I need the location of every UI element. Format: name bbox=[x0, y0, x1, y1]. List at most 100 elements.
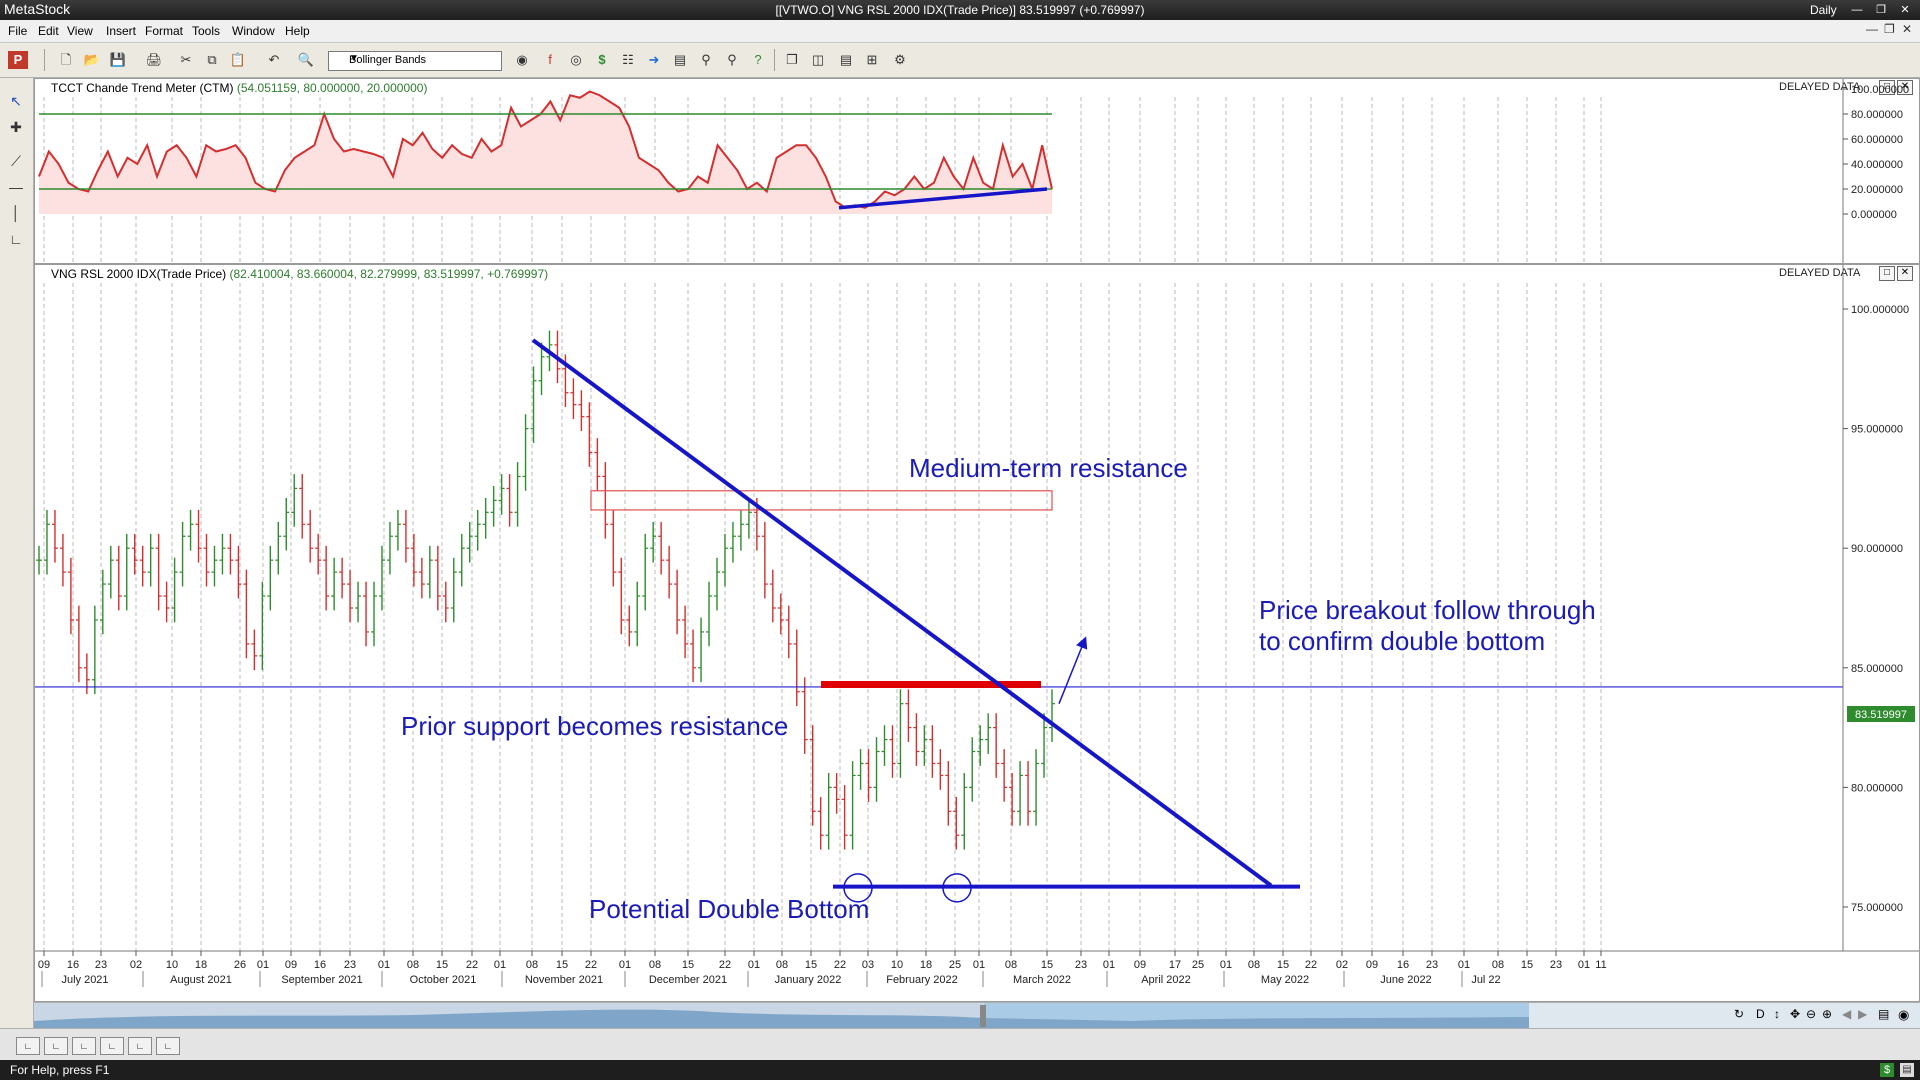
mdi-restore-icon[interactable]: ❐ bbox=[1884, 22, 1895, 36]
scroll-right-icon[interactable]: ▶ bbox=[1858, 1007, 1868, 1021]
date-tick-label: 09 bbox=[38, 959, 50, 971]
date-tick-label: 10 bbox=[166, 959, 178, 971]
double-bottom-label: Potential Double Bottom bbox=[589, 894, 870, 924]
menu-format[interactable]: Format bbox=[145, 24, 184, 38]
date-tick-label: 15 bbox=[1521, 959, 1533, 971]
copy-icon[interactable]: ⧉ bbox=[207, 52, 217, 67]
indicator-pane: TCCT Chande Trend Meter (CTM) (54.051159… bbox=[34, 78, 1920, 264]
date-tick-label: 08 bbox=[1492, 959, 1504, 971]
delayed-data-label: DELAYED DATA bbox=[1779, 81, 1861, 93]
tile-vertical-icon[interactable]: ◫ bbox=[811, 52, 825, 67]
zoom-icon[interactable]: 🔍 bbox=[297, 52, 315, 67]
menu-edit[interactable]: Edit bbox=[38, 24, 59, 38]
dollar-icon[interactable]: $ bbox=[598, 52, 606, 67]
power-console-icon[interactable]: P bbox=[8, 51, 28, 69]
month-label: July 2021 bbox=[61, 974, 108, 986]
chart-icon[interactable]: ▤ bbox=[673, 52, 687, 67]
chart-tab-5[interactable]: ∟ bbox=[128, 1037, 152, 1055]
pane-close-icon[interactable]: ✕ bbox=[1897, 266, 1913, 281]
pane-maximize-icon[interactable]: □ bbox=[1879, 80, 1895, 95]
explorer-icon[interactable]: ◉ bbox=[516, 52, 528, 67]
date-tick-label: 09 bbox=[285, 959, 297, 971]
dollar-icon[interactable]: $ bbox=[1880, 1063, 1894, 1077]
save-icon[interactable]: 💾 bbox=[109, 52, 127, 67]
paste-icon[interactable]: 📋 bbox=[229, 52, 247, 67]
tile-horizontal-icon[interactable]: ▤ bbox=[839, 52, 853, 67]
menu-insert[interactable]: Insert bbox=[106, 24, 137, 38]
zoom-in-icon[interactable]: ⊕ bbox=[1822, 1007, 1833, 1021]
indicator-name: TCCT Chande Trend Meter (CTM) bbox=[51, 81, 234, 95]
color-palette-icon[interactable]: ◉ bbox=[1898, 1007, 1910, 1022]
system-tester-icon[interactable]: ☷ bbox=[622, 52, 634, 67]
search-icon[interactable]: ⚲ bbox=[727, 52, 737, 67]
pointer-icon[interactable]: ↖ bbox=[10, 93, 22, 109]
scroll-vertical-icon[interactable]: ↕ bbox=[1774, 1007, 1780, 1021]
indicator-icon[interactable]: ▤ bbox=[1900, 1063, 1914, 1077]
formula-icon[interactable]: f bbox=[548, 52, 552, 67]
help-query-icon[interactable]: ? bbox=[754, 52, 762, 67]
scroll-left-icon[interactable]: ◀ bbox=[1842, 1007, 1852, 1021]
pane-maximize-icon[interactable]: □ bbox=[1879, 266, 1895, 281]
document-title: [[VTWO.O] VNG RSL 2000 IDX(Trade Price)]… bbox=[775, 3, 1145, 17]
minimize-icon[interactable]: — bbox=[1851, 4, 1863, 16]
mdi-close-icon[interactable]: ✕ bbox=[1902, 22, 1913, 36]
month-label: Jul 22 bbox=[1471, 974, 1500, 986]
date-tick-label: 10 bbox=[891, 959, 903, 971]
axis-tick-label: 75.000000 bbox=[1851, 902, 1903, 914]
axis-tick-label: 0.000000 bbox=[1851, 209, 1897, 221]
axis-tick-label: 90.000000 bbox=[1851, 543, 1903, 555]
date-tick-label: 01 bbox=[619, 959, 631, 971]
chart-tab-1[interactable]: ∟ bbox=[16, 1037, 40, 1055]
axis-tick-label: 20.000000 bbox=[1851, 184, 1903, 196]
speed-lines-icon[interactable]: ∟ bbox=[9, 231, 23, 247]
cut-icon[interactable]: ✂ bbox=[180, 52, 192, 67]
trendline-icon[interactable]: ⟋ bbox=[11, 153, 21, 169]
chart-tab-4[interactable]: ∟ bbox=[100, 1037, 124, 1055]
horizontal-line-icon[interactable]: — bbox=[9, 179, 23, 195]
date-tick-label: 23 bbox=[95, 959, 107, 971]
last-price-tag: 83.519997 bbox=[1847, 706, 1915, 722]
print-icon[interactable]: 🖨 bbox=[145, 52, 163, 67]
menu-help[interactable]: Help bbox=[285, 24, 310, 38]
data-window-icon[interactable]: ▤ bbox=[1878, 1007, 1890, 1021]
date-tick-label: 01 bbox=[494, 959, 506, 971]
tile-grid-icon[interactable]: ⊞ bbox=[866, 52, 878, 67]
vertical-line-icon[interactable]: │ bbox=[11, 205, 21, 221]
crosshair-icon[interactable]: ✚ bbox=[10, 119, 22, 135]
close-icon[interactable]: ✕ bbox=[1900, 4, 1910, 16]
menu-view[interactable]: View bbox=[67, 24, 93, 38]
periodicity-label[interactable]: Daily bbox=[1810, 3, 1837, 17]
menu-tools[interactable]: Tools bbox=[192, 24, 221, 38]
chart-navigator[interactable]: ↻ D ↕ ✥ ⊖ ⊕ ◀ ▶ ▤ ◉ bbox=[34, 1002, 1920, 1029]
pane-close-icon[interactable]: ✕ bbox=[1897, 80, 1913, 95]
axis-tick-label: 60.000000 bbox=[1851, 134, 1903, 146]
scan-icon[interactable]: ⚲ bbox=[701, 52, 711, 67]
medium-term-resistance-label: Medium-term resistance bbox=[909, 453, 1188, 483]
new-icon[interactable]: 🗋 bbox=[60, 52, 72, 67]
date-tick-label: 11 bbox=[1595, 959, 1606, 971]
refresh-icon[interactable]: ↻ bbox=[1734, 1007, 1745, 1021]
chart-tab-6[interactable]: ∟ bbox=[156, 1037, 180, 1055]
cascade-icon[interactable]: ❐ bbox=[786, 52, 798, 67]
date-tick-label: 08 bbox=[1005, 959, 1017, 971]
price-values: (82.410004, 83.660004, 82.279999, 83.519… bbox=[229, 267, 549, 281]
status-bar: For Help, press F1 $ ▤ bbox=[0, 1060, 1920, 1080]
status-help-text: For Help, press F1 bbox=[10, 1063, 110, 1077]
menu-file[interactable]: File bbox=[8, 24, 28, 38]
binoculars-icon[interactable]: ◎ bbox=[570, 52, 582, 67]
zoom-out-icon[interactable]: ⊖ bbox=[1806, 1007, 1817, 1021]
chart-tab-2[interactable]: ∟ bbox=[44, 1037, 68, 1055]
medium-term-resistance-box bbox=[590, 490, 1053, 511]
undo-icon[interactable]: ↶ bbox=[268, 52, 280, 67]
menu-window[interactable]: Window bbox=[232, 24, 275, 38]
chart-tab-3[interactable]: ∟ bbox=[72, 1037, 96, 1055]
mdi-minimize-icon[interactable]: — bbox=[1866, 22, 1878, 36]
open-icon[interactable]: 📂 bbox=[83, 52, 101, 67]
arrow-right-icon[interactable]: ➜ bbox=[648, 52, 660, 67]
indicator-select[interactable]: Bollinger Bands ▼ bbox=[328, 51, 502, 71]
move-icon[interactable]: ✥ bbox=[1790, 1007, 1801, 1021]
restore-icon[interactable]: ❐ bbox=[1876, 4, 1886, 16]
price-chart: 100.000000 95.000000 90.000000 85.000000 80.… bbox=[35, 265, 1919, 987]
settings-icon[interactable]: ⚙ bbox=[894, 52, 906, 67]
zoom-d-icon[interactable]: D bbox=[1756, 1007, 1765, 1021]
